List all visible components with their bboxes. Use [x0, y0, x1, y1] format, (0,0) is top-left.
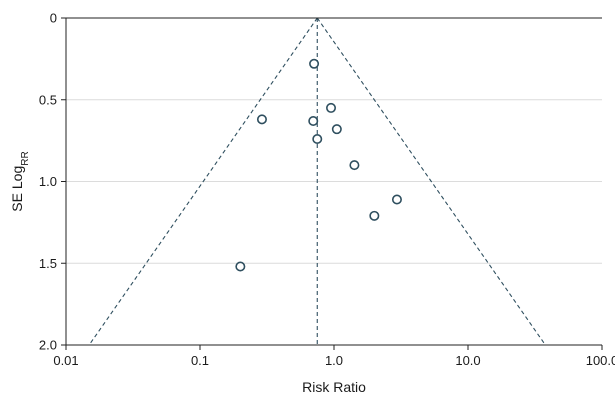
funnel-upper-ci-line	[316, 17, 546, 346]
y-tick-label-1: 0.5	[39, 92, 57, 107]
study-point-10	[235, 261, 246, 272]
x-tick-label-2: 1.0	[325, 353, 343, 368]
axes	[61, 17, 603, 350]
tick-labels: 0 0.5 1.0 1.5 2.00.01 0.1 1.0 10.0 100.0	[39, 11, 615, 369]
x-tick-label-3: 10.0	[455, 353, 480, 368]
study-point-8	[391, 194, 402, 205]
funnel-lower-ci-line	[88, 17, 318, 346]
y-tick-label-0: 0	[50, 11, 57, 26]
x-tick-label-0: 0.01	[53, 353, 78, 368]
study-point-1	[309, 58, 320, 69]
study-point-9	[369, 210, 380, 221]
y-axis-title-main: SE Log	[9, 166, 25, 212]
x-tick-label-4: 100.0	[586, 353, 615, 368]
study-point-5	[331, 124, 342, 135]
study-point-7	[349, 160, 360, 171]
study-point-4	[308, 116, 319, 127]
x-tick-label-1: 0.1	[191, 353, 209, 368]
study-points	[235, 58, 402, 272]
study-point-2	[326, 102, 337, 113]
x-axis-title: Risk Ratio	[302, 379, 366, 395]
y-tick-label-4: 2.0	[39, 338, 57, 353]
funnel-lines	[88, 17, 546, 346]
y-axis-title-subscript: RR	[20, 151, 31, 165]
y-tick-label-3: 1.5	[39, 256, 57, 271]
study-point-3	[256, 114, 267, 125]
grid-lines	[66, 99, 602, 264]
y-tick-label-2: 1.0	[39, 174, 57, 189]
y-axis-title: SE LogRR	[9, 151, 31, 211]
study-point-6	[312, 133, 323, 144]
